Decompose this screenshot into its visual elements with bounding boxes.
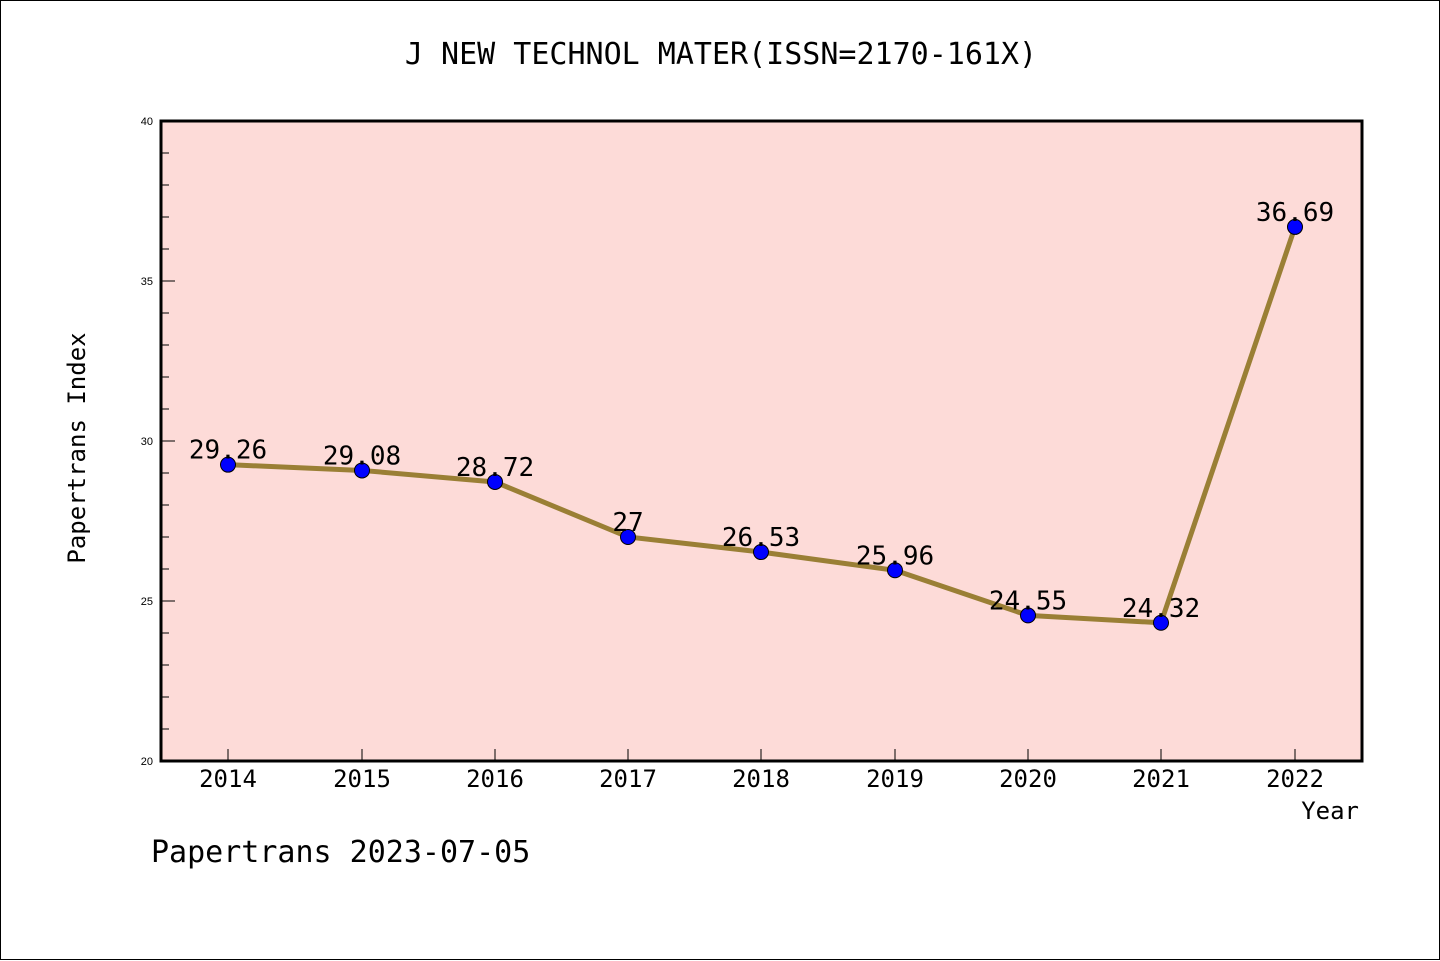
data-point (620, 529, 636, 545)
data-point (1020, 607, 1036, 624)
data-label: 36.69 (1256, 198, 1334, 228)
data-point (487, 473, 503, 490)
data-labels: 29.26 29.08 28.72 27 26.53 25.96 24.55 24.32 36.… (189, 198, 1334, 624)
x-tick-label: 2021 (1132, 765, 1190, 793)
y-tick-label: 30 (141, 436, 153, 448)
data-point (887, 562, 903, 579)
y-tick-label: 40 (141, 116, 153, 128)
data-point (1287, 218, 1303, 235)
data-label: 27 (612, 508, 643, 538)
x-tick-label: 2015 (333, 765, 391, 793)
x-tick-label: 2019 (866, 765, 924, 793)
chart-title: J NEW TECHNOL MATER(ISSN=2170-161X) (404, 37, 1038, 72)
x-tick-label: 2014 (199, 765, 257, 793)
x-axis: 2014 2015 2016 2017 2018 2019 2020 2021 2022 (199, 749, 1324, 793)
plot-border (159, 119, 1364, 763)
x-tick-label: 2018 (732, 765, 790, 793)
y-tick-label: 20 (141, 756, 153, 768)
data-label: 26.53 (722, 523, 800, 553)
data-markers (220, 218, 1303, 631)
x-tick-label: 2022 (1266, 765, 1324, 793)
plot-area (161, 121, 1362, 761)
y-tick-label: 25 (141, 596, 153, 608)
data-point (1153, 614, 1169, 631)
data-label: 28.72 (456, 453, 534, 483)
data-point (354, 462, 370, 479)
y-tick-label: 35 (141, 276, 153, 288)
data-point (753, 544, 769, 561)
data-label: 25.96 (856, 541, 934, 571)
x-tick-label: 2017 (599, 765, 657, 793)
data-label: 29.08 (323, 441, 401, 471)
y-axis: 20 25 30 35 40 (141, 116, 175, 768)
x-tick-label: 2016 (466, 765, 524, 793)
footer-credit: Papertrans 2023-07-05 (151, 835, 531, 870)
x-tick-label: 2020 (999, 765, 1057, 793)
data-label: 29.26 (189, 436, 267, 466)
x-axis-label: Year (1301, 797, 1359, 825)
data-label: 24.32 (1122, 594, 1200, 624)
data-point (220, 456, 236, 473)
data-label: 24.55 (989, 586, 1067, 616)
